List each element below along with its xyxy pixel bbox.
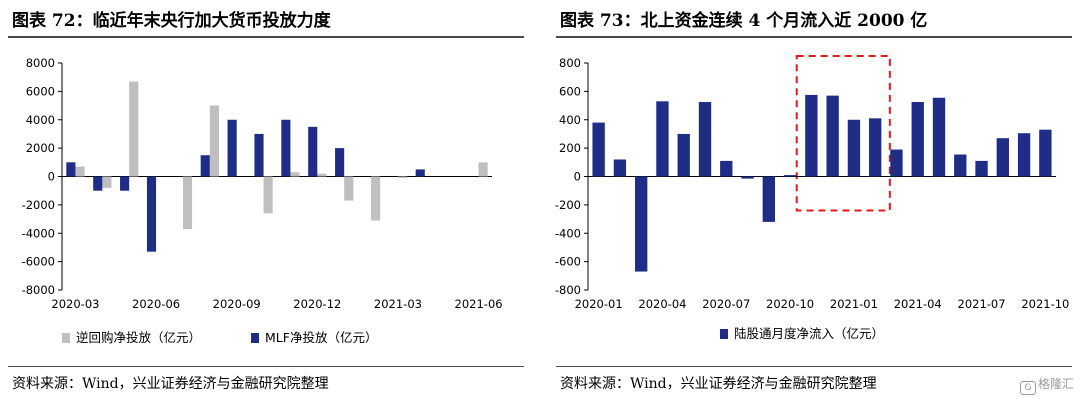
y-tick-label: -2000: [22, 198, 55, 212]
legend-swatch: [720, 329, 728, 339]
bar: [209, 105, 219, 177]
x-tick-label: 2021-01: [830, 297, 878, 311]
bar: [1039, 129, 1052, 177]
bar: [344, 176, 354, 201]
bar: [656, 101, 669, 177]
y-tick-label: 8000: [26, 56, 55, 70]
chart-title: 图表 72：临近年末央行加大货币投放力度: [12, 11, 331, 31]
bar: [996, 138, 1009, 177]
bar: [397, 176, 408, 178]
source-divider: [8, 366, 524, 367]
x-tick-label: 2020-03: [51, 297, 99, 311]
legend-label: 陆股通月度净流入（亿元）: [734, 326, 884, 341]
y-tick-label: -800: [555, 283, 581, 297]
bar: [635, 176, 648, 272]
bar: [129, 81, 139, 177]
legend-swatch: [62, 333, 70, 343]
source-divider: [556, 366, 1072, 367]
y-tick-label: 0: [48, 170, 55, 184]
bar: [415, 169, 425, 177]
y-tick-label: -6000: [22, 255, 55, 269]
bar: [869, 118, 882, 177]
bar: [182, 176, 193, 229]
y-tick-label: -400: [555, 226, 581, 240]
bar: [120, 176, 130, 191]
chart-source: 资料来源：Wind，兴业证券经济与金融研究院整理: [560, 376, 877, 392]
x-tick-label: 2020-04: [638, 297, 686, 311]
chart-panel-73: 图表 73：北上资金连续 4 个月流入近 2000 亿 800 600 400 200…: [548, 0, 1080, 404]
bar: [826, 95, 839, 177]
bar: [677, 133, 690, 177]
chart-title: 图表 73：北上资金连续 4 个月流入近 2000 亿: [560, 11, 928, 31]
x-tick-label: 2020-06: [132, 297, 180, 311]
y-tick-label: 800: [559, 56, 581, 70]
legend-label: 逆回购净投放（亿元）: [76, 330, 201, 345]
bar: [335, 148, 345, 177]
x-tick-label: 2020-10: [766, 297, 814, 311]
bar: [592, 122, 605, 177]
chart-panel-72: 图表 72：临近年末央行加大货币投放力度 8000 6000 4000 2000 0 -2…: [0, 0, 532, 404]
y-tick-label: -600: [555, 255, 581, 269]
bar: [890, 149, 903, 177]
y-tick-label: 400: [559, 113, 581, 127]
bar: [1017, 133, 1031, 177]
watermark-text: 格隆汇: [1037, 377, 1074, 391]
chart-source: 资料来源：Wind，兴业证券经济与金融研究院整理: [12, 376, 329, 392]
bar: [281, 119, 291, 177]
chart-reverse-repo-mlf: 80006000400020000-2000-4000-6000-8000202…: [22, 56, 503, 345]
bar: [975, 160, 988, 177]
bar: [75, 166, 85, 177]
bar: [254, 133, 264, 177]
bar: [805, 94, 818, 177]
title-divider: [8, 36, 524, 38]
bar: [478, 162, 488, 177]
bar: [954, 154, 967, 177]
y-tick-label: -8000: [22, 283, 55, 297]
x-tick-label: 2021-06: [455, 297, 503, 311]
x-tick-label: 2020-12: [293, 297, 341, 311]
x-tick-label: 2020-01: [575, 297, 623, 311]
y-tick-label: 200: [559, 141, 581, 155]
legend-swatch: [251, 333, 260, 343]
y-tick-label: -200: [555, 198, 581, 212]
highlight-box: [795, 55, 891, 212]
bar: [200, 155, 210, 177]
bar: [783, 175, 797, 177]
bar: [263, 176, 273, 214]
bar: [741, 176, 754, 179]
bar: [308, 126, 318, 177]
bar: [698, 102, 712, 177]
bar: [932, 97, 946, 177]
bar: [317, 173, 327, 177]
watermark-logo-icon: G: [1019, 381, 1036, 395]
x-tick-label: 2021-10: [1021, 297, 1069, 311]
bar: [66, 162, 76, 177]
bar: [146, 176, 157, 252]
bar: [371, 176, 381, 221]
bar: [93, 176, 103, 191]
y-tick-label: 600: [559, 84, 581, 98]
x-tick-label: 2020-09: [213, 297, 261, 311]
y-tick-label: 0: [574, 170, 581, 184]
y-tick-label: 2000: [26, 141, 55, 155]
legend-label: MLF净投放（亿元）: [265, 330, 377, 345]
watermark: G 格隆汇: [1019, 375, 1074, 395]
bar: [847, 119, 861, 177]
title-divider: [556, 36, 1072, 38]
x-tick-label: 2020-07: [702, 297, 750, 311]
y-tick-label: 6000: [26, 84, 55, 98]
x-tick-label: 2021-04: [894, 297, 942, 311]
bar: [911, 102, 924, 177]
bar: [227, 119, 237, 177]
x-tick-label: 2021-03: [374, 297, 422, 311]
y-tick-label: 4000: [26, 113, 55, 127]
x-tick-label: 2021-07: [958, 297, 1006, 311]
bar: [762, 176, 775, 222]
bar: [290, 172, 300, 177]
bar: [102, 176, 112, 188]
bar: [720, 160, 733, 177]
bar: [613, 159, 627, 177]
y-tick-label: -4000: [22, 226, 55, 240]
